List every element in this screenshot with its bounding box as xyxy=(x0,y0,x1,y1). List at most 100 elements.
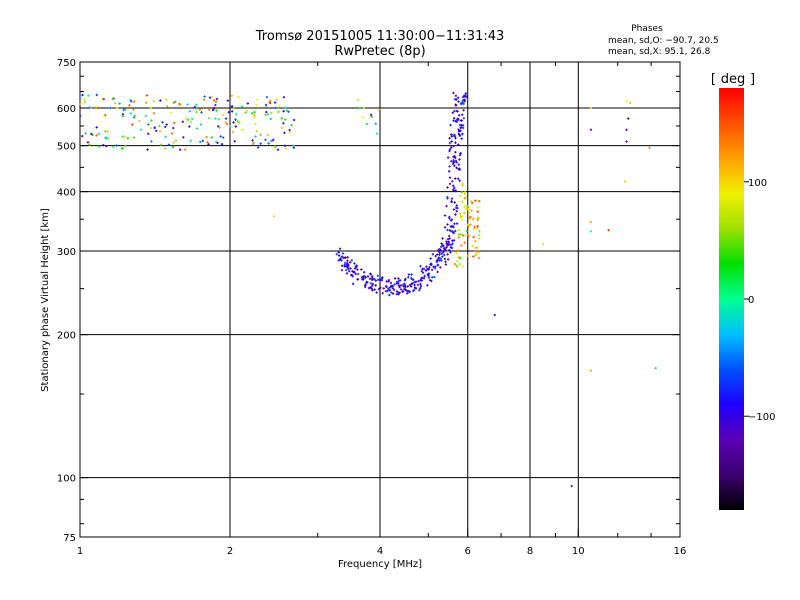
data-point xyxy=(459,257,462,260)
data-point xyxy=(152,99,155,103)
data-point xyxy=(244,111,247,114)
data-point xyxy=(446,253,449,256)
data-point xyxy=(454,156,457,160)
data-point xyxy=(241,128,244,132)
data-point xyxy=(452,184,455,187)
data-point xyxy=(198,108,202,111)
data-point xyxy=(446,238,450,241)
data-point xyxy=(371,289,374,292)
data-point xyxy=(441,255,444,258)
data-point xyxy=(448,149,451,153)
data-point xyxy=(369,113,373,117)
colorbar xyxy=(719,88,744,510)
data-point xyxy=(442,251,445,254)
data-point xyxy=(420,269,423,273)
data-point xyxy=(149,107,152,110)
data-point xyxy=(188,110,191,113)
data-point xyxy=(285,109,288,112)
data-point xyxy=(215,97,219,101)
data-point xyxy=(407,273,411,276)
data-point xyxy=(402,285,405,288)
data-point xyxy=(421,271,425,274)
data-point xyxy=(466,254,470,257)
data-point xyxy=(95,126,98,129)
data-point xyxy=(406,285,409,288)
stats-x-mode: mean, sd,X: 95.1, 26.8 xyxy=(608,47,711,57)
data-point xyxy=(452,208,456,211)
data-point xyxy=(419,282,422,286)
data-point xyxy=(129,100,133,103)
data-point xyxy=(193,105,197,109)
data-point xyxy=(353,270,356,274)
data-point xyxy=(398,285,401,289)
data-point xyxy=(256,98,259,101)
data-point xyxy=(255,103,258,107)
data-point xyxy=(128,104,131,107)
data-point xyxy=(369,286,373,290)
data-point xyxy=(438,253,441,256)
data-point xyxy=(365,280,368,284)
data-point xyxy=(105,144,108,148)
data-point xyxy=(428,265,431,269)
data-point xyxy=(207,143,210,146)
data-point xyxy=(344,256,347,259)
data-point xyxy=(654,366,657,370)
data-point xyxy=(451,111,454,115)
data-point xyxy=(81,93,84,97)
data-point xyxy=(253,114,256,117)
data-point xyxy=(426,284,429,287)
data-point xyxy=(428,279,432,282)
data-point xyxy=(445,204,448,208)
data-point xyxy=(446,186,449,189)
data-point xyxy=(422,267,426,271)
data-point xyxy=(460,119,463,122)
data-point xyxy=(455,251,458,255)
data-point xyxy=(275,98,278,101)
data-point xyxy=(422,277,426,280)
data-point xyxy=(407,290,410,293)
data-point xyxy=(448,136,451,140)
data-point xyxy=(207,108,211,112)
data-point xyxy=(464,234,467,237)
data-point xyxy=(166,104,169,108)
data-point xyxy=(201,139,204,143)
data-point xyxy=(132,108,135,111)
data-point xyxy=(410,273,413,276)
data-point xyxy=(426,273,430,276)
data-point xyxy=(403,288,406,291)
data-point xyxy=(179,104,182,107)
data-point xyxy=(101,98,104,101)
data-point xyxy=(78,97,82,101)
data-point xyxy=(473,249,477,253)
data-point xyxy=(384,285,388,288)
data-point xyxy=(107,137,110,140)
colorbar-ticks: 100 0 −100 xyxy=(744,178,775,423)
data-point xyxy=(455,222,459,225)
data-point xyxy=(194,107,197,110)
data-point xyxy=(648,146,651,149)
data-point xyxy=(461,234,465,237)
data-point xyxy=(454,213,457,216)
data-point xyxy=(345,268,348,272)
data-point xyxy=(218,126,221,129)
data-point xyxy=(150,119,153,122)
data-point xyxy=(450,140,453,143)
data-point xyxy=(425,265,428,268)
data-point xyxy=(346,256,349,259)
data-point xyxy=(132,136,136,139)
data-point xyxy=(397,293,400,296)
data-point xyxy=(456,249,460,252)
data-point xyxy=(398,279,402,282)
data-point xyxy=(456,96,460,99)
data-point xyxy=(200,111,203,114)
data-point xyxy=(477,217,480,220)
data-point xyxy=(434,254,437,258)
data-point xyxy=(474,240,477,243)
data-point xyxy=(465,204,469,207)
data-point xyxy=(288,131,292,135)
data-point xyxy=(264,138,267,142)
data-point xyxy=(455,109,458,113)
data-point xyxy=(440,259,443,262)
data-point xyxy=(264,113,267,117)
data-point xyxy=(149,127,153,130)
